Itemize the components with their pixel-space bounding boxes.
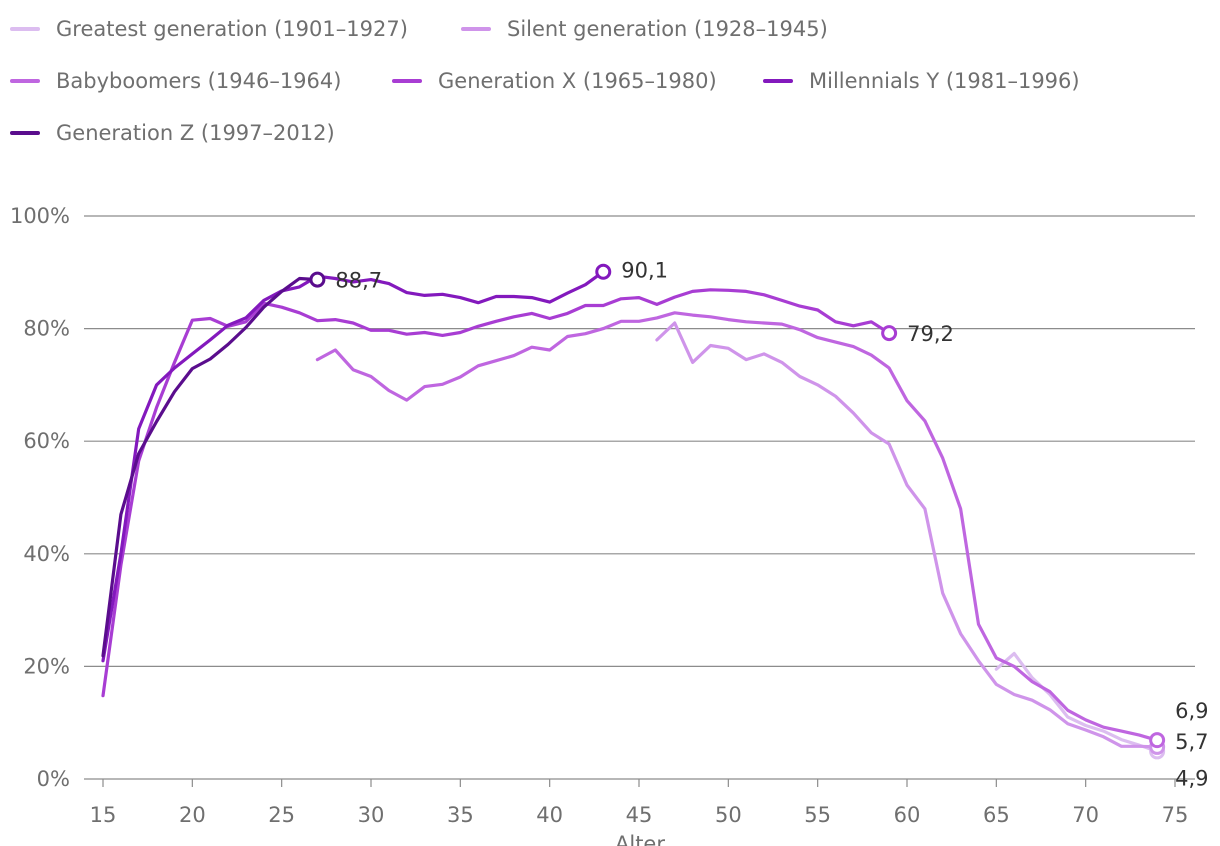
legend-item-babyboomers[interactable]: Babyboomers (1946–1964) — [10, 66, 341, 96]
end-label-millennials-y: 90,1 — [621, 259, 668, 283]
legend-item-greatest-generation[interactable]: Greatest generation (1901–1927) — [10, 14, 408, 44]
legend-swatch-greatest-generation — [10, 27, 40, 31]
legend-item-silent-generation[interactable]: Silent generation (1928–1945) — [461, 14, 828, 44]
end-label-silent-generation: 5,7 — [1175, 730, 1208, 754]
y-axis-tick-labels: 0% 20% 40% 60% 80% 100% — [10, 204, 70, 791]
series-line-millennials-y — [101, 270, 605, 663]
y-tick-label: 80% — [23, 317, 70, 341]
legend-label-greatest-generation: Greatest generation (1901–1927) — [56, 17, 408, 41]
legend-swatch-silent-generation — [461, 27, 491, 31]
chart-end-markers — [309, 263, 1166, 760]
y-tick-label: 100% — [10, 204, 70, 228]
x-axis-title: Alter — [615, 832, 665, 846]
end-label-greatest-generation: 4,9 — [1175, 766, 1208, 790]
x-tick-label: 15 — [90, 803, 117, 827]
x-tick-label: 30 — [358, 803, 385, 827]
x-tick-label: 45 — [626, 803, 653, 827]
x-tick-label: 60 — [894, 803, 921, 827]
x-tick-label: 65 — [983, 803, 1010, 827]
legend-swatch-babyboomers — [10, 79, 40, 83]
legend-label-generation-x: Generation X (1965–1980) — [438, 69, 717, 93]
x-tick-label: 20 — [179, 803, 206, 827]
series-line-silent-generation — [655, 321, 1159, 749]
legend-label-silent-generation: Silent generation (1928–1945) — [507, 17, 828, 41]
end-marker-millennials-y[interactable] — [595, 263, 612, 280]
x-tick-label: 55 — [804, 803, 831, 827]
series-line-generation-x — [101, 288, 891, 698]
legend-swatch-generation-x — [392, 79, 422, 83]
end-label-babyboomers: 6,9 — [1175, 699, 1208, 723]
end-marker-generation-z[interactable] — [309, 271, 326, 288]
x-tick-label: 50 — [715, 803, 742, 827]
chart-end-labels: 4,9 5,7 6,9 79,2 90,1 88,7 — [335, 259, 1208, 791]
x-axis: 15 20 25 30 35 40 45 50 55 60 65 70 75 — [90, 779, 1189, 827]
legend-item-generation-x[interactable]: Generation X (1965–1980) — [392, 66, 717, 96]
series-line-generation-z — [101, 276, 319, 658]
chart-gridlines — [84, 215, 1195, 780]
y-tick-label: 0% — [37, 767, 70, 791]
legend-swatch-generation-z — [10, 131, 40, 135]
legend-swatch-millennials-y — [763, 79, 793, 83]
end-marker-generation-x[interactable] — [881, 325, 898, 342]
x-tick-label: 35 — [447, 803, 474, 827]
legend-label-babyboomers: Babyboomers (1946–1964) — [56, 69, 342, 93]
legend-item-generation-z[interactable]: Generation Z (1997–2012) — [10, 118, 335, 148]
legend-item-millennials-y[interactable]: Millennials Y (1981–1996) — [763, 66, 1080, 96]
end-marker-babyboomers[interactable] — [1149, 732, 1166, 749]
y-tick-label: 60% — [23, 429, 70, 453]
end-label-generation-x: 79,2 — [907, 322, 954, 346]
end-label-generation-z: 88,7 — [335, 269, 382, 293]
y-tick-label: 20% — [23, 654, 70, 678]
x-tick-label: 75 — [1162, 803, 1189, 827]
chart-series-lines — [101, 270, 1159, 754]
y-tick-label: 40% — [23, 542, 70, 566]
series-line-babyboomers — [315, 311, 1159, 742]
series-line-greatest-generation — [994, 651, 1159, 754]
x-tick-label: 25 — [268, 803, 295, 827]
x-tick-label: 40 — [536, 803, 563, 827]
legend-label-generation-z: Generation Z (1997–2012) — [56, 121, 335, 145]
x-tick-label: 70 — [1072, 803, 1099, 827]
chart-legend: Greatest generation (1901–1927) Silent g… — [0, 0, 1220, 170]
legend-label-millennials-y: Millennials Y (1981–1996) — [809, 69, 1080, 93]
